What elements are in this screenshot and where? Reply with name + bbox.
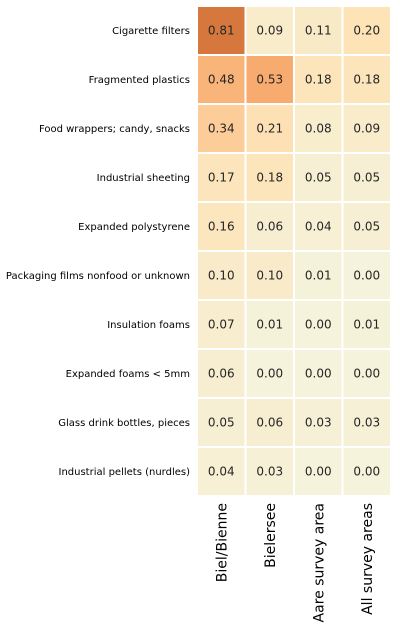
cell-value-label: 0.04 <box>305 220 332 234</box>
heatmap-cell <box>198 252 245 299</box>
cell-value-label: 0.09 <box>353 122 380 136</box>
heatmap-cell <box>295 448 342 495</box>
heatmap-cell <box>295 56 342 103</box>
heatmap-cell <box>246 105 293 152</box>
cell-value-label: 0.04 <box>208 465 235 479</box>
row-label: Cigarette filters <box>112 26 190 37</box>
cell-value-label: 0.10 <box>208 269 235 283</box>
cell-value-label: 0.03 <box>305 416 332 430</box>
heatmap-cell <box>246 252 293 299</box>
heatmap-cell <box>198 154 245 201</box>
cell-value-label: 0.05 <box>208 416 235 430</box>
heatmap-cell <box>198 350 245 397</box>
row-label: Expanded polystyrene <box>78 222 190 233</box>
cell-value-label: 0.07 <box>208 318 235 332</box>
column-label: Bielersee <box>263 503 279 568</box>
heatmap-cell <box>198 301 245 348</box>
cell-value-label: 0.06 <box>256 220 283 234</box>
heatmap-cell <box>246 56 293 103</box>
heatmap-cell <box>198 7 245 54</box>
row-label: Industrial sheeting <box>97 173 190 184</box>
heatmap-cell <box>343 448 390 495</box>
cell-value-label: 0.00 <box>305 367 332 381</box>
heatmap-cell <box>295 350 342 397</box>
heatmap-cell <box>198 56 245 103</box>
cell-value-label: 0.06 <box>208 367 235 381</box>
heatmap-cell <box>246 301 293 348</box>
heatmap-cell <box>246 7 293 54</box>
heatmap-cell <box>198 105 245 152</box>
cell-value-label: 0.48 <box>208 73 235 87</box>
heatmap-cell <box>295 399 342 446</box>
heatmap-cell <box>343 399 390 446</box>
row-label: Insulation foams <box>107 320 190 331</box>
heatmap-cell <box>295 154 342 201</box>
heatmap-cell <box>198 399 245 446</box>
cell-value-label: 0.21 <box>256 122 283 136</box>
cell-value-label: 0.53 <box>256 73 283 87</box>
heatmap-cell <box>246 154 293 201</box>
heatmap-cell <box>343 203 390 250</box>
heatmap-cell <box>343 154 390 201</box>
cell-value-label: 0.00 <box>305 465 332 479</box>
heatmap-cell <box>198 448 245 495</box>
heatmap-cell <box>343 252 390 299</box>
row-label: Fragmented plastics <box>89 75 190 86</box>
heatmap-cells: 0.81 0.09 0.11 0.20 0.48 0.53 0.18 0.18 0.34 0.21… <box>198 7 390 495</box>
column-label: All survey areas <box>360 503 376 615</box>
row-label: Glass drink bottles, pieces <box>58 418 190 429</box>
cell-value-label: 0.09 <box>256 24 283 38</box>
heatmap-cell <box>343 350 390 397</box>
row-label: Food wrappers; candy, snacks <box>39 124 190 135</box>
heatmap-cell <box>295 301 342 348</box>
cell-value-label: 0.08 <box>305 122 332 136</box>
cell-value-label: 0.18 <box>353 73 380 87</box>
cell-value-label: 0.06 <box>256 416 283 430</box>
heatmap-cell <box>295 203 342 250</box>
row-label: Industrial pellets (nurdles) <box>59 467 191 478</box>
heatmap-cell <box>343 105 390 152</box>
cell-value-label: 0.03 <box>353 416 380 430</box>
heatmap-cell <box>246 203 293 250</box>
heatmap-cell <box>246 399 293 446</box>
row-label: Packaging films nonfood or unknown <box>6 271 190 282</box>
heatmap-cell <box>295 252 342 299</box>
cell-value-label: 0.05 <box>353 171 380 185</box>
cell-value-label: 0.20 <box>353 24 380 38</box>
heatmap-cell <box>246 350 293 397</box>
cell-value-label: 0.01 <box>256 318 283 332</box>
cell-value-label: 0.05 <box>305 171 332 185</box>
row-label: Expanded foams < 5mm <box>66 369 190 380</box>
cell-value-label: 0.01 <box>353 318 380 332</box>
cell-value-label: 0.81 <box>208 24 235 38</box>
heatmap-cell <box>295 105 342 152</box>
cell-value-label: 0.01 <box>305 269 332 283</box>
cell-value-label: 0.00 <box>305 318 332 332</box>
row-labels: Cigarette filters Fragmented plastics Food… <box>6 26 190 478</box>
column-labels: Biel/Bienne Bielersee Aare survey area All … <box>214 503 376 622</box>
cell-value-label: 0.00 <box>353 269 380 283</box>
heatmap-cell <box>343 7 390 54</box>
cell-value-label: 0.00 <box>353 465 380 479</box>
column-label: Biel/Bienne <box>214 503 230 582</box>
cell-value-label: 0.05 <box>353 220 380 234</box>
heatmap-cell <box>198 203 245 250</box>
cell-value-label: 0.17 <box>208 171 235 185</box>
heatmap-cell <box>343 301 390 348</box>
cell-value-label: 0.03 <box>256 465 283 479</box>
cell-value-label: 0.34 <box>208 122 235 136</box>
cell-value-label: 0.00 <box>256 367 283 381</box>
heatmap-cell <box>246 448 293 495</box>
cell-value-label: 0.10 <box>256 269 283 283</box>
heatmap-cell <box>295 7 342 54</box>
cell-value-label: 0.16 <box>208 220 235 234</box>
cell-value-label: 0.11 <box>305 24 332 38</box>
column-label: Aare survey area <box>311 503 327 622</box>
cell-value-label: 0.18 <box>256 171 283 185</box>
cell-value-label: 0.18 <box>305 73 332 87</box>
cell-value-label: 0.00 <box>353 367 380 381</box>
heatmap-cell <box>343 56 390 103</box>
